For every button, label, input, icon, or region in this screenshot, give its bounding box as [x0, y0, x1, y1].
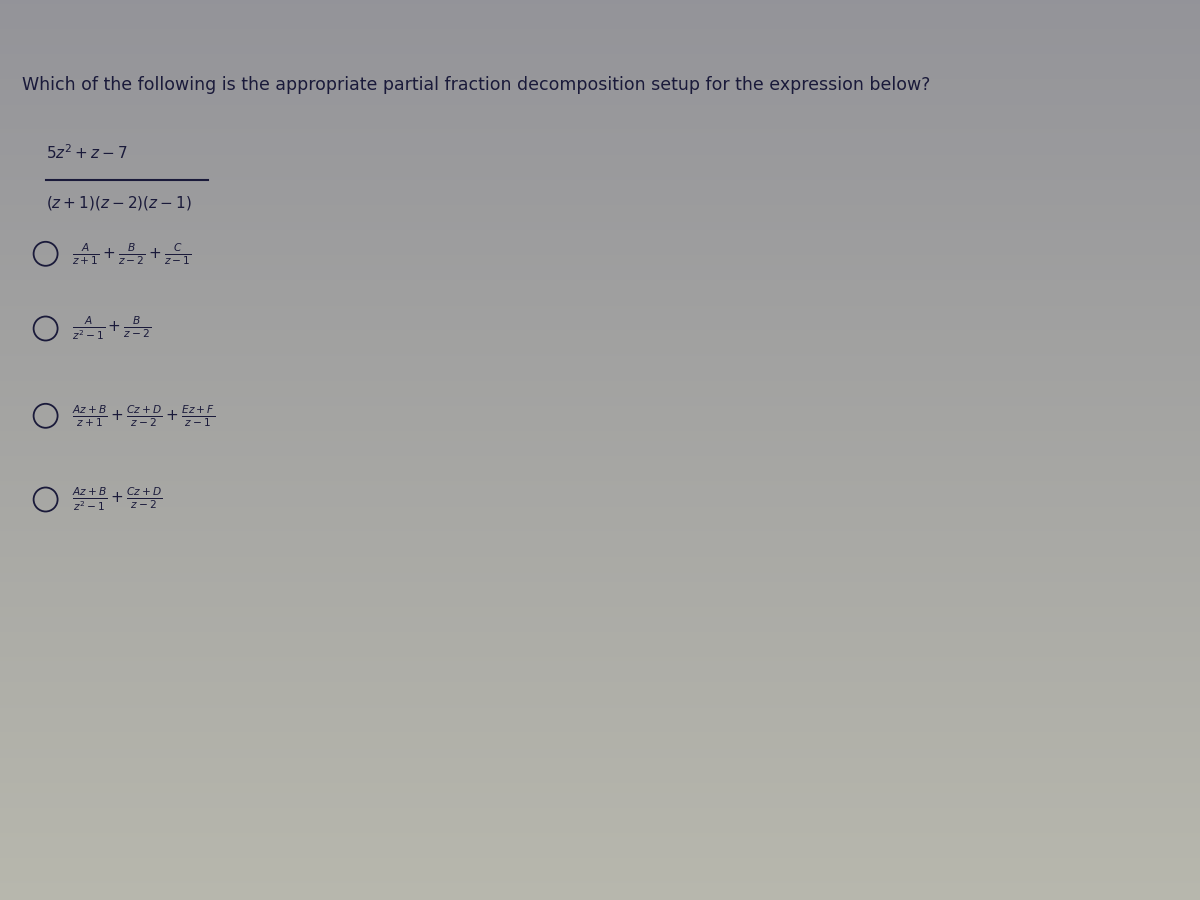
Text: Which of the following is the appropriate partial fraction decomposition setup f: Which of the following is the appropriat… [22, 76, 930, 94]
Text: $(z+1)(z-2)(z-1)$: $(z+1)(z-2)(z-1)$ [46, 194, 191, 212]
Text: $\frac{A}{z+1} + \frac{B}{z-2} + \frac{C}{z-1}$: $\frac{A}{z+1} + \frac{B}{z-2} + \frac{C… [72, 241, 192, 266]
Text: $\frac{Az+B}{z+1} + \frac{Cz+D}{z-2} + \frac{Ez+F}{z-1}$: $\frac{Az+B}{z+1} + \frac{Cz+D}{z-2} + \… [72, 403, 215, 428]
Text: $5z^2+z-7$: $5z^2+z-7$ [46, 143, 127, 162]
Text: $\frac{Az+B}{z^2-1} + \frac{Cz+D}{z-2}$: $\frac{Az+B}{z^2-1} + \frac{Cz+D}{z-2}$ [72, 486, 163, 513]
Text: $\frac{A}{z^2-1} + \frac{B}{z-2}$: $\frac{A}{z^2-1} + \frac{B}{z-2}$ [72, 315, 151, 342]
